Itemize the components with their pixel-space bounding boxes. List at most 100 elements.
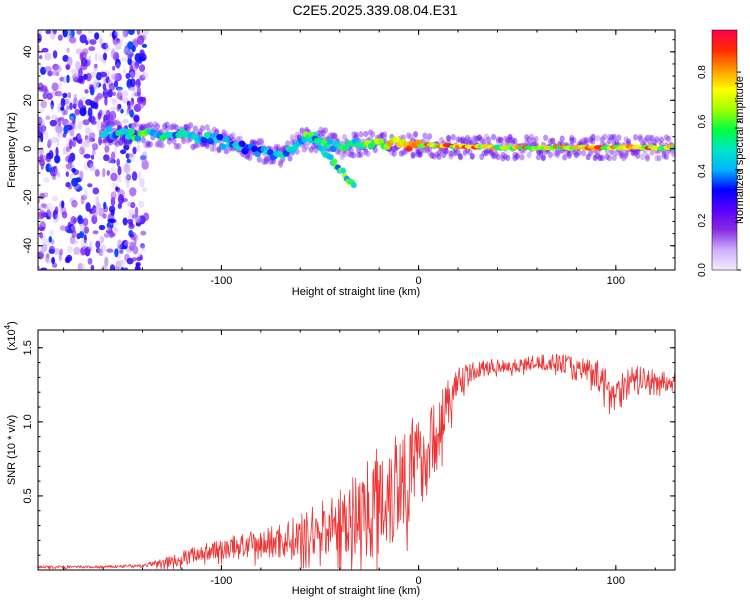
noise-blob (128, 123, 132, 129)
noise-blob (38, 156, 44, 163)
ridge-halo (479, 136, 485, 144)
heatmap-panel: -100 0 100 -40 -20 0 20 40 Height of straight … (6, 29, 676, 298)
ridge-halo (422, 147, 428, 154)
noise-blob (77, 134, 82, 141)
ridge-blob (128, 128, 135, 136)
noise-blob (61, 200, 65, 209)
ridge-halo (595, 152, 601, 159)
ridge-halo (505, 137, 511, 144)
ridge-halo (573, 150, 579, 157)
ridge-halo (609, 134, 615, 141)
snr-y-ticks: 0.5 1.0 1.5 (22, 340, 675, 556)
heatmap-y-tick-label: -20 (22, 189, 34, 205)
ridge-halo (114, 119, 120, 126)
ridge-halo (204, 142, 210, 149)
noise-blob (88, 46, 96, 52)
noise-blob (120, 57, 128, 62)
ridge-halo (484, 148, 489, 155)
noise-blob (110, 172, 118, 182)
noise-blob (76, 30, 82, 35)
ridge-halo (181, 136, 186, 143)
ridge-halo (481, 138, 487, 146)
noise-blob (55, 146, 59, 157)
ridge-halo (415, 147, 421, 154)
noise-blob (115, 62, 121, 70)
ridge-blob (124, 133, 132, 140)
noise-blob (47, 70, 53, 77)
ridge-halo (502, 135, 508, 143)
noise-blob (141, 72, 149, 79)
ridge-halo (145, 141, 151, 149)
noise-blob (66, 74, 70, 84)
noise-blob (114, 248, 119, 258)
ridge-halo (263, 158, 269, 165)
noise-blob (134, 265, 142, 270)
ridge-blob (121, 128, 129, 135)
ridge-halo (254, 140, 260, 147)
heatmap-x-axis-label: Height of straight line (km) (292, 286, 420, 298)
ridge-halo (129, 123, 134, 130)
ridge-halo (533, 135, 539, 143)
ridge-halo (256, 156, 262, 163)
noise-blob (54, 90, 63, 97)
heatmap-frame (37, 29, 676, 271)
ridge-halo (585, 153, 591, 161)
ridge-halo (555, 149, 560, 157)
ridge-halo (287, 155, 293, 162)
ridge-halo (145, 140, 151, 147)
noise-blob (65, 155, 73, 163)
noise-blob (41, 235, 47, 245)
snr-x-ticks: -100 0 100 (63, 330, 656, 587)
ridge-halo (299, 127, 305, 134)
ridge-halo (465, 134, 470, 142)
ridge-halo (571, 137, 577, 144)
ridge-halo (171, 138, 177, 145)
noise-blob (88, 84, 94, 91)
noise-blob (54, 206, 59, 215)
noise-blob (73, 93, 77, 103)
noise-blob (129, 71, 135, 79)
ridge-halo (417, 148, 423, 155)
noise-blob (99, 71, 108, 78)
ridge-halo (431, 153, 437, 160)
ridge-halo (434, 151, 440, 158)
noise-blob (44, 89, 49, 94)
ridge-halo (647, 134, 653, 141)
noise-blob (139, 177, 145, 188)
ridge-halo (460, 136, 466, 143)
noise-blob (47, 138, 53, 147)
noise-blob (112, 65, 116, 71)
noise-blob (85, 72, 92, 82)
ridge-halo (318, 130, 324, 137)
ridge-halo (637, 133, 643, 141)
noise-blob (43, 176, 50, 183)
ridge-halo (169, 124, 175, 131)
noise-blob (59, 225, 67, 231)
ridge-halo (581, 149, 586, 157)
noise-blob (110, 97, 118, 103)
ridge-halo (221, 129, 227, 136)
ridge-halo (259, 137, 265, 145)
noise-blob (110, 166, 116, 173)
ridge-halo (363, 130, 369, 138)
ridge-halo (599, 154, 605, 162)
ridge-halo (171, 122, 177, 130)
heatmap-y-tick-label: 20 (22, 94, 34, 106)
noise-blob (124, 173, 131, 184)
noise-blob (140, 155, 148, 163)
noise-blob (116, 175, 122, 183)
ridge-halo (588, 137, 594, 144)
ridge-halo (126, 139, 132, 147)
colorbar-label: Normalized spectral amplitude (734, 76, 746, 224)
ridge-halo (413, 131, 418, 139)
ridge-halo (138, 124, 144, 131)
ridge-halo (273, 143, 279, 150)
ridge-halo (164, 125, 170, 133)
noise-blob (66, 258, 71, 264)
noise-blob (98, 248, 104, 257)
ridge-halo (100, 121, 106, 128)
ridge-halo (559, 135, 565, 142)
noise-blob (54, 154, 61, 164)
ridge-halo (500, 151, 506, 159)
ridge-halo (349, 151, 355, 158)
